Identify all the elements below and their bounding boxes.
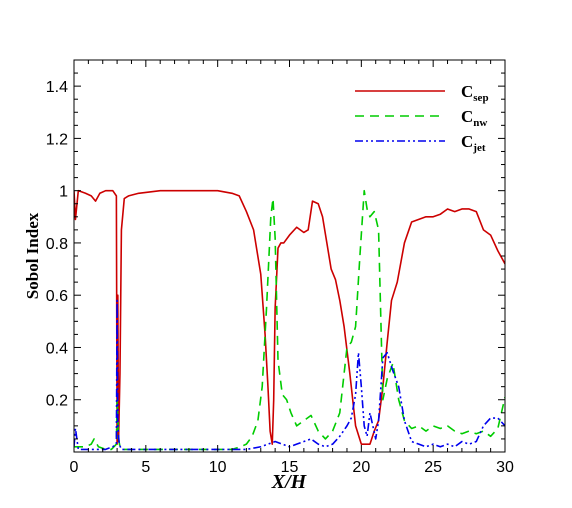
series-layer — [74, 189, 505, 451]
y-tick-label: 0.2 — [46, 393, 68, 410]
series-line-jet — [74, 299, 505, 451]
tick-labels-layer: 0 5 10 15 20 25 30 0.2 0.4 0.6 0.8 1 1.2 1.4 — [46, 79, 514, 476]
x-tick-label: 25 — [424, 459, 442, 476]
x-tick-label: 5 — [141, 459, 150, 476]
y-tick-label: 1.4 — [46, 79, 68, 96]
plot-frame — [73, 59, 506, 453]
x-tick-label: 15 — [281, 459, 299, 476]
y-tick-label: 1 — [59, 184, 68, 201]
y-tick-label: 0.8 — [46, 236, 68, 253]
legend-label-nw: Cnw — [461, 107, 487, 129]
series-line-sep — [74, 189, 505, 445]
x-tick-label: 0 — [70, 459, 79, 476]
x-tick-label: 20 — [352, 459, 370, 476]
x-axis-title: X/H — [271, 471, 308, 493]
series-line-nw — [74, 189, 505, 451]
ticks-layer — [73, 60, 506, 452]
x-tick-label: 30 — [496, 459, 514, 476]
legend-label-sep: Csep — [461, 82, 489, 104]
y-tick-label: 1.2 — [46, 131, 68, 148]
legend-label-jet: Cjet — [461, 132, 486, 154]
y-tick-label: 0.6 — [46, 288, 68, 305]
x-tick-label: 10 — [209, 459, 227, 476]
y-axis-title: Sobol Index — [23, 212, 42, 299]
y-tick-label: 0.4 — [46, 340, 68, 357]
legend: Csep Cnw Cjet — [355, 82, 489, 154]
